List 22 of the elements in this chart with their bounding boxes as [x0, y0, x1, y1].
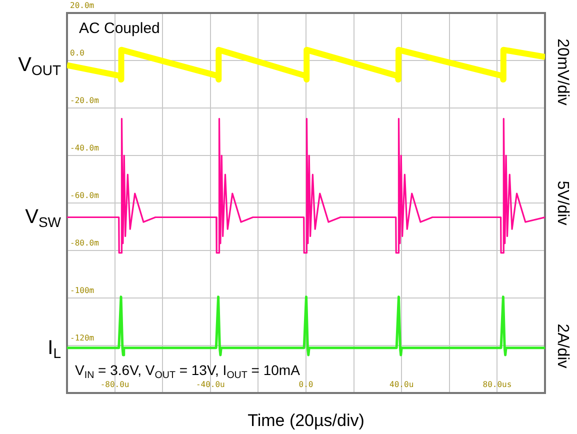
y-tick-label: -40.0m: [70, 144, 100, 153]
x-tick-label: 40.0u: [390, 380, 414, 389]
series-label: V$_{OUT}$: [18, 54, 61, 78]
y-tick-label: 0.0: [70, 48, 85, 58]
y-tick-label: -80.0m: [70, 238, 100, 248]
text: 2A/div: [554, 323, 571, 368]
y-tick-label: -20.0m: [70, 96, 100, 106]
x-tick-label: -40.0u: [196, 380, 226, 389]
y-tick-label: -100m: [70, 286, 94, 296]
x-axis-title: Time (20µs/div): [248, 411, 364, 430]
series-label: V$_{SW}$: [25, 206, 61, 230]
y-tick-label: -60.0m: [70, 191, 100, 200]
y-tick-label: -120m: [70, 334, 94, 343]
x-tick-label: 0.0: [298, 380, 314, 389]
series-label: I$_{L}$: [48, 336, 61, 362]
annotation: V$_{IN}$ = 3.6V, V$_{OUT}$ = 13V, I$_{OUT}$ = 10mA: [75, 362, 300, 381]
y-tick-label: 20.0m: [70, 1, 94, 10]
text: 5V/div: [554, 180, 571, 226]
x-tick-label: 80.0us: [482, 380, 512, 389]
text: 20mV/div: [554, 39, 571, 106]
annotation: AC Coupled: [79, 20, 160, 37]
x-tick-label: -80.0u: [100, 380, 130, 389]
